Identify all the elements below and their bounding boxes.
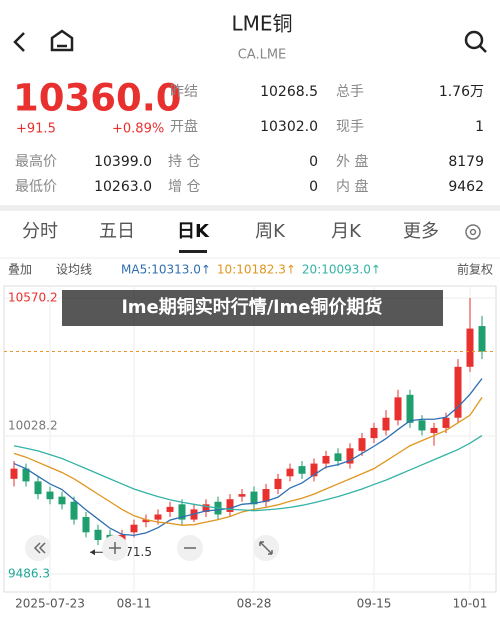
- stat-value: 10399.0: [94, 154, 152, 170]
- candle-body: [34, 481, 42, 495]
- settings-icon[interactable]: [465, 224, 481, 240]
- stat-value: 10268.5: [260, 84, 318, 100]
- candle-body: [358, 438, 366, 451]
- zoom-buttons: [25, 535, 279, 561]
- stat-label: 最低价: [15, 179, 57, 195]
- stat-label: 现手: [336, 119, 364, 135]
- tab[interactable]: 分时: [22, 221, 58, 242]
- ma-legend: MA5:10313.0↑: [121, 263, 211, 277]
- candle-body: [22, 468, 30, 482]
- annotation-arrowhead: [90, 549, 95, 556]
- banner: lme期铜实时行情/lme铜价期货: [122, 296, 383, 318]
- candle-body: [274, 478, 282, 490]
- price: 10360.0: [13, 77, 182, 120]
- adjust-button[interactable]: 前复权: [457, 262, 493, 277]
- candle-body: [250, 491, 258, 505]
- candle-body: [406, 394, 414, 423]
- stat-label: 外 盘: [336, 153, 368, 170]
- tab[interactable]: 日K: [177, 221, 210, 242]
- x-tick-label: 08-11: [117, 597, 152, 611]
- candle-body: [94, 529, 102, 540]
- stat-label: 增 仓: [168, 179, 200, 195]
- banner-bg: [62, 290, 443, 326]
- candle-body: [442, 417, 450, 428]
- stat-value: 1: [475, 119, 484, 135]
- candle-body: [322, 455, 330, 464]
- stat-value: 1.76万: [439, 84, 484, 100]
- stat-label: 开盘: [170, 118, 198, 135]
- title: LME铜: [231, 12, 292, 36]
- ma-line: [13, 378, 483, 537]
- tab[interactable]: 更多: [403, 221, 439, 242]
- candle-body: [382, 417, 390, 431]
- candle-body: [466, 328, 474, 367]
- tab[interactable]: 月K: [331, 221, 362, 242]
- candle-body: [58, 496, 66, 505]
- ma-legend: 10:10182.3↑: [217, 263, 296, 277]
- ma-legend: 20:10093.0↑: [302, 263, 381, 277]
- set-ma-button[interactable]: 设均线: [56, 263, 92, 277]
- candle-body: [46, 491, 54, 500]
- tab[interactable]: 五日: [99, 221, 135, 242]
- candle-body: [418, 420, 426, 431]
- stat-value: 9462: [448, 179, 484, 195]
- x-tick-label: 2025-07-23: [15, 597, 85, 611]
- candle-body: [166, 506, 174, 512]
- change-pct: +0.89%: [112, 122, 164, 137]
- stat-value: 10302.0: [260, 119, 318, 135]
- tab-indicator: [179, 250, 207, 253]
- ma-line: [13, 435, 483, 512]
- candle-body: [82, 517, 90, 533]
- y-tick-label: 10028.2: [8, 419, 58, 433]
- candle-body: [454, 366, 462, 418]
- zoom-left[interactable]: [25, 535, 51, 561]
- stat-label: 总手: [336, 84, 364, 100]
- candle-body: [10, 468, 18, 479]
- change: +91.5: [16, 122, 56, 137]
- candle-body: [286, 468, 294, 477]
- x-tick-label: 08-28: [237, 597, 272, 611]
- candle-body: [226, 499, 234, 512]
- x-tick-label: 09-15: [357, 597, 392, 611]
- stat-value: 10263.0: [94, 179, 152, 195]
- back-icon[interactable]: [13, 32, 25, 52]
- subtitle: CA.LME: [238, 48, 287, 63]
- candle-body: [178, 504, 186, 520]
- stat-value: 8179: [448, 154, 484, 170]
- candle-body: [370, 427, 378, 439]
- candle-body: [142, 519, 150, 523]
- candle-body: [130, 524, 138, 533]
- home-icon[interactable]: [50, 29, 74, 52]
- stat-label: 持 仓: [168, 154, 200, 170]
- x-tick-label: 10-01: [453, 597, 488, 611]
- candle-body: [238, 494, 246, 497]
- stat-value: 0: [309, 154, 318, 170]
- stat-label: 昨结: [170, 84, 198, 100]
- overlay-button[interactable]: 叠加: [8, 263, 32, 277]
- search-icon[interactable]: [464, 30, 487, 53]
- y-tick-label: 9486.3: [8, 567, 50, 581]
- candle-body: [310, 463, 318, 477]
- candle-body: [202, 504, 210, 512]
- candle-body: [394, 397, 402, 421]
- candle-body: [262, 489, 270, 502]
- candle-body: [154, 514, 162, 520]
- candle-body: [70, 501, 78, 520]
- chart: 10570.2 10028.2 9486.3 2025-07-23 08-11 08-28…: [4, 286, 496, 611]
- stat-value: 0: [309, 179, 318, 195]
- tab[interactable]: 周K: [255, 221, 286, 242]
- candle-body: [346, 448, 354, 464]
- candle-body: [430, 427, 438, 434]
- chart-frame: [3, 285, 497, 593]
- y-tick-label: 10570.2: [8, 291, 58, 305]
- candle-body: [298, 466, 306, 474]
- stat-label: 内 盘: [336, 178, 368, 195]
- stat-label: 最高价: [15, 153, 57, 170]
- candle-body: [334, 453, 342, 462]
- candle-body: [478, 326, 486, 352]
